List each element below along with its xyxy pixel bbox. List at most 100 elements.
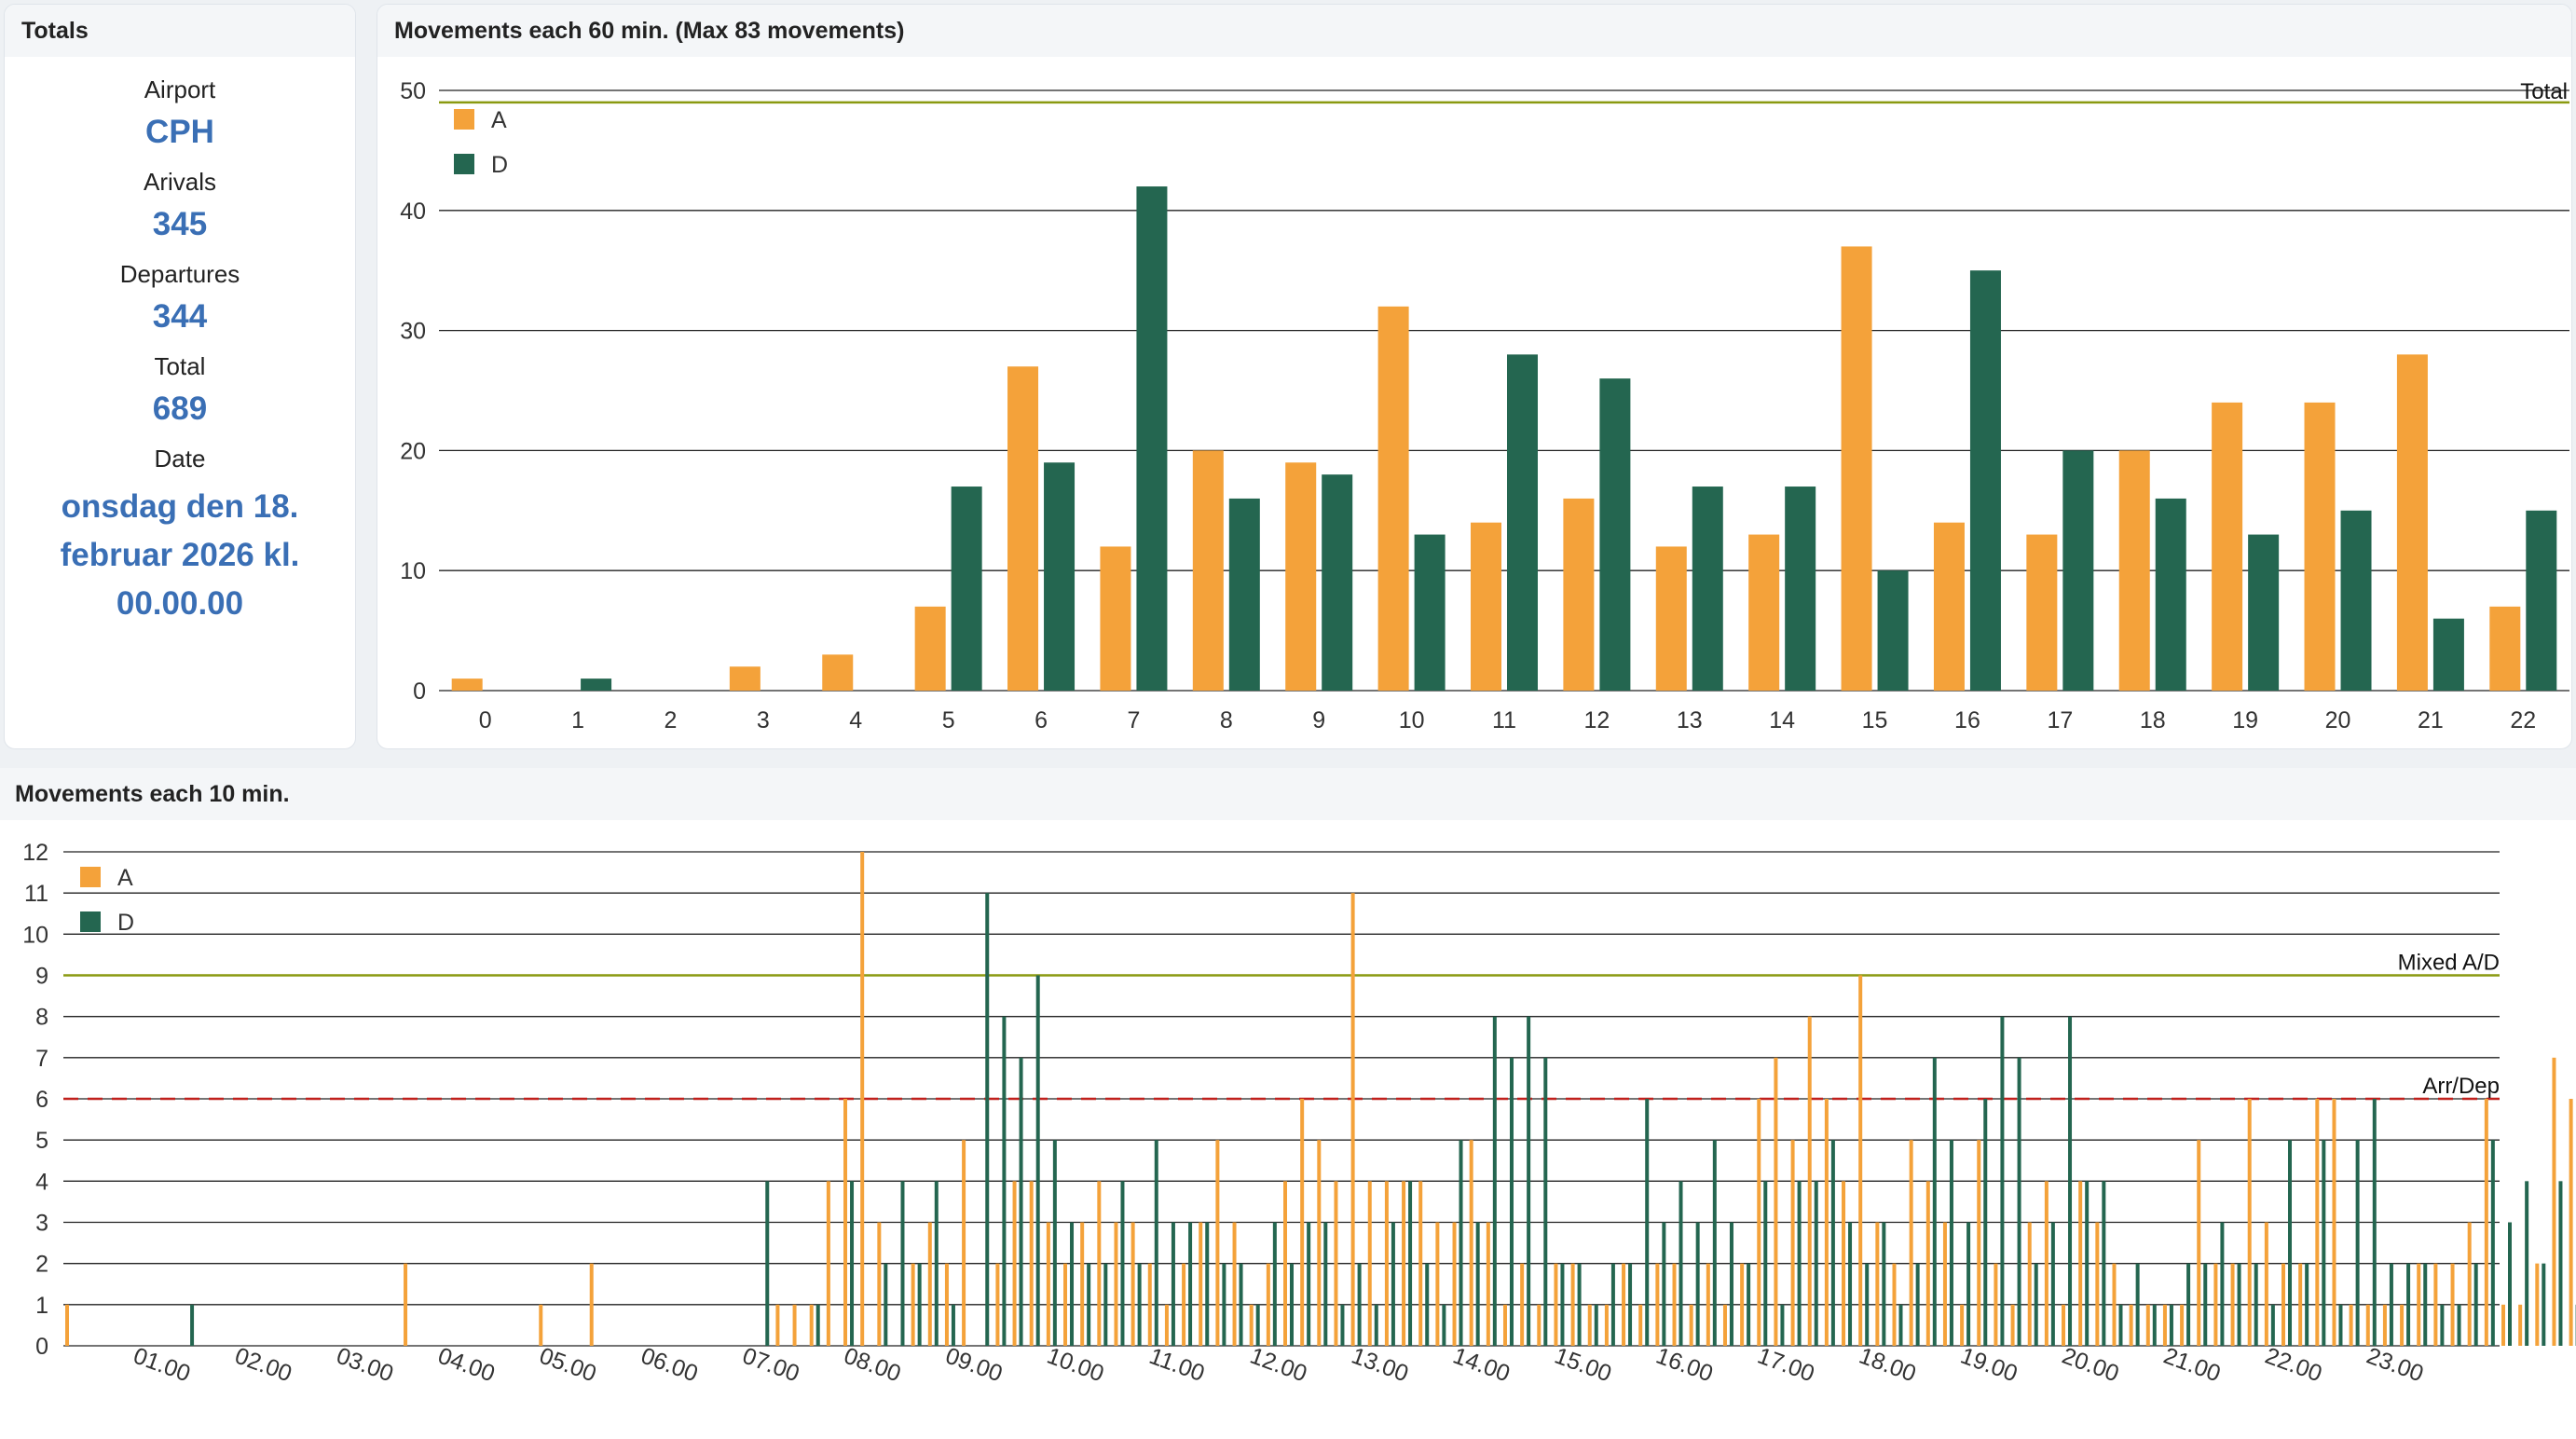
bar-d: [1408, 1181, 1412, 1346]
x-tick-label: 8: [1220, 707, 1233, 733]
bar-a: [2112, 1264, 2116, 1346]
bar-a: [1774, 1058, 1777, 1346]
bar-d: [2373, 1099, 2377, 1346]
bar-d: [2118, 1305, 2122, 1346]
y-tick-label: 7: [35, 1046, 48, 1072]
bar-a: [2468, 1223, 2472, 1347]
bar-a: [1638, 1305, 1642, 1346]
bar-a: [1080, 1223, 1084, 1347]
x-tick-label: 3: [757, 707, 770, 733]
bar-a: [1193, 450, 1224, 691]
bar-d: [1036, 976, 1040, 1347]
bar-a: [1487, 1223, 1490, 1347]
bar-d: [1916, 1264, 1920, 1346]
bar-a: [1926, 1181, 1930, 1346]
bar-d: [2288, 1140, 2292, 1346]
bar-a: [1655, 1264, 1659, 1346]
totals-list: Airport CPH Arivals 345 Departures 344 T…: [5, 62, 355, 628]
bar-d: [1103, 1264, 1107, 1346]
bar-a: [2028, 1223, 2032, 1347]
bar-d: [1966, 1223, 1970, 1347]
bar-d: [2458, 1305, 2461, 1346]
bar-a: [2383, 1305, 2387, 1346]
bar-a: [1285, 462, 1316, 691]
bar-a: [1605, 1305, 1609, 1346]
departures-label: Departures: [5, 260, 355, 289]
bar-d: [2526, 511, 2556, 691]
bar-a: [1131, 1223, 1135, 1347]
bar-a: [2451, 1264, 2455, 1346]
bar-d: [2170, 1305, 2173, 1346]
bar-d: [1070, 1223, 1074, 1347]
legend-label-d: D: [491, 152, 508, 178]
bar-a: [2332, 1099, 2336, 1346]
bar-a: [1706, 1264, 1710, 1346]
y-tick-label: 10: [22, 922, 48, 948]
bar-a: [1418, 1181, 1422, 1346]
y-tick-label: 30: [400, 319, 426, 345]
x-tick-label: 20: [2325, 707, 2351, 733]
bar-d: [1815, 1181, 1818, 1346]
legend-swatch-a: [80, 867, 101, 887]
bar-a: [2298, 1264, 2302, 1346]
bar-a: [2350, 1305, 2353, 1346]
y-tick-label: 4: [35, 1169, 48, 1195]
bar-a: [945, 1264, 949, 1346]
bar-a: [2535, 1264, 2539, 1346]
bar-d: [1713, 1140, 1717, 1346]
x-tick-label: 16: [1954, 707, 1980, 733]
bar-d: [1692, 487, 1723, 691]
bar-a: [1402, 1181, 1405, 1346]
x-tick-label: 1: [571, 707, 584, 733]
bar-a: [911, 1264, 915, 1346]
x-tick-label: 18.00: [1856, 1343, 1919, 1388]
bar-a: [962, 1140, 966, 1346]
bar-d: [2156, 499, 2186, 691]
bar-a: [1435, 1223, 1439, 1347]
bar-a: [2146, 1305, 2150, 1346]
bar-a: [1283, 1181, 1287, 1346]
arrivals-value: 345: [5, 206, 355, 243]
bar-a: [2180, 1305, 2184, 1346]
x-tick-label: 16.00: [1652, 1343, 1716, 1388]
bar-d: [2474, 1264, 2478, 1346]
bar-d: [1679, 1181, 1683, 1346]
bar-a: [404, 1264, 407, 1346]
bar-a: [1385, 1181, 1389, 1346]
bar-d: [1053, 1140, 1057, 1346]
x-tick-label: 17.00: [1754, 1343, 1817, 1388]
bar-d: [1273, 1223, 1277, 1347]
x-tick-label: 5: [942, 707, 955, 733]
bar-d: [1322, 474, 1352, 691]
bar-d: [1599, 378, 1630, 691]
bar-d: [765, 1181, 769, 1346]
reference-line-label: Total: [2520, 79, 2568, 104]
bar-d: [952, 487, 982, 691]
bar-d: [2051, 1223, 2055, 1347]
bar-a: [1097, 1181, 1101, 1346]
bar-a: [1165, 1305, 1169, 1346]
bar-d: [1240, 1264, 1243, 1346]
bar-a: [822, 654, 853, 691]
y-tick-label: 6: [35, 1087, 48, 1113]
legend-label-d: D: [117, 910, 134, 936]
x-tick-label: 12: [1583, 707, 1610, 733]
total-value: 689: [5, 391, 355, 428]
bar-d: [1785, 487, 1816, 691]
x-tick-label: 0: [479, 707, 492, 733]
bar-a: [2026, 535, 2057, 691]
bar-a: [1148, 1264, 1152, 1346]
bar-a: [2095, 1223, 2099, 1347]
x-tick-label: 08.00: [841, 1343, 904, 1388]
bar-d: [2186, 1264, 2190, 1346]
bar-a: [65, 1305, 69, 1346]
bar-d: [2558, 1181, 2562, 1346]
bar-a: [995, 1264, 999, 1346]
bar-d: [1507, 354, 1538, 691]
bar-a: [1842, 246, 1872, 691]
x-tick-label: 19.00: [1957, 1343, 2021, 1388]
bar-d: [1899, 1305, 1903, 1346]
bar-d: [2356, 1140, 2360, 1346]
bar-a: [2163, 1305, 2167, 1346]
